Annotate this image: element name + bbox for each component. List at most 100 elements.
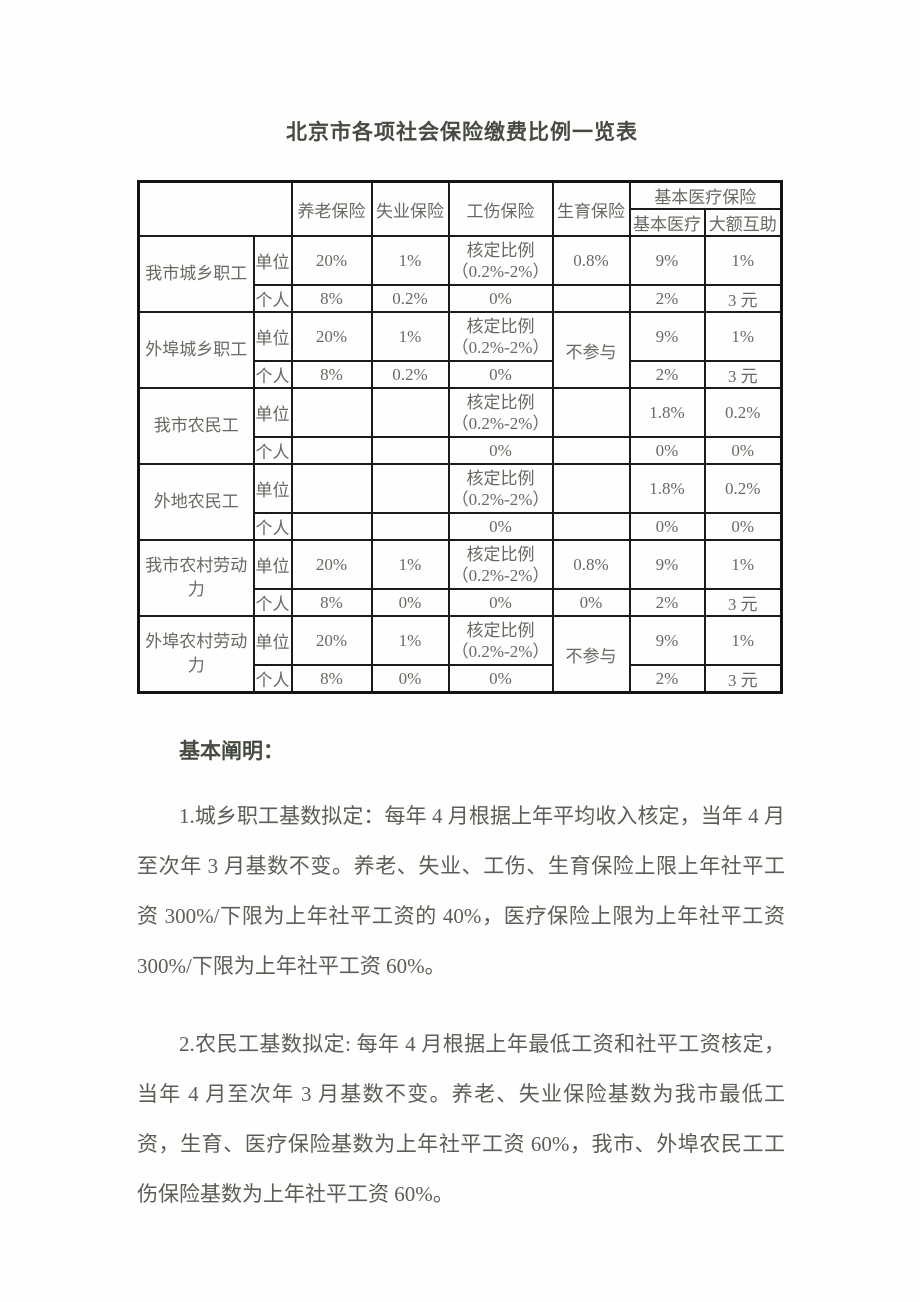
cell-g1-unit-medical: 9% xyxy=(628,235,706,286)
cell-g3-person-mutual: 0% xyxy=(703,436,783,465)
cell-g5-person-pension: 8% xyxy=(290,588,373,617)
cell-g6-maternity-span: 不参与 xyxy=(551,615,631,694)
cell-g2-unit-injury: 核定比例 （0.2%-2%） xyxy=(447,311,554,362)
note-paragraph-2: 2.农民工基数拟定: 每年 4 月根据上年最低工资和社平工资核定，当年 4 月至… xyxy=(137,1032,785,1206)
cell-g3-unit-maternity xyxy=(551,387,631,438)
cell-g4-person-unemployment xyxy=(370,512,450,541)
cell-g2-unit-mutual: 1% xyxy=(703,311,783,362)
table-row: 外地农民工 单位 核定比例 （0.2%-2%） 1.8% 0.2% xyxy=(137,463,783,541)
cell-g6-unit-mutual: 1% xyxy=(703,615,783,666)
injury-line1: 核定比例 xyxy=(466,316,535,336)
col-header-medical-basic: 基本医疗 xyxy=(628,208,706,237)
category-cell: 我市城乡职工 xyxy=(137,235,255,313)
cell-g1-person-injury: 0% xyxy=(447,284,554,313)
cell-g1-person-pension: 8% xyxy=(290,284,373,313)
cell-g6-unit-injury: 核定比例 （0.2%-2%） xyxy=(447,615,554,666)
cell-g3-unit-medical: 1.8% xyxy=(628,387,706,438)
table-row: 外埠农村劳动力 单位 20% 1% 核定比例 （0.2%-2%） 不参与 9% … xyxy=(137,615,783,694)
category-cell: 外地农民工 xyxy=(137,463,255,541)
injury-line2: （0.2%-2%） xyxy=(451,261,550,281)
injury-line1: 核定比例 xyxy=(466,240,535,260)
cell-g1-unit-injury: 核定比例 （0.2%-2%） xyxy=(447,235,554,286)
cell-g3-person-maternity xyxy=(551,436,631,465)
cell-g6-person-injury: 0% xyxy=(447,664,554,694)
table-header-row: 养老保险 失业保险 工伤保险 生育保险 基本医疗保险 xyxy=(137,180,783,237)
cell-g1-unit-unemployment: 1% xyxy=(370,235,450,286)
injury-line2: （0.2%-2%） xyxy=(451,413,550,433)
cell-g5-unit-pension: 20% xyxy=(290,539,373,590)
cell-g1-unit-maternity: 0.8% xyxy=(551,235,631,286)
cell-g6-unit-unemployment: 1% xyxy=(370,615,450,666)
cell-g1-unit-mutual: 1% xyxy=(703,235,783,286)
table-row: 个人 0% 0% 0% xyxy=(139,436,783,465)
row-label-person: 个人 xyxy=(252,436,293,465)
notes-heading: 基本阐明： xyxy=(179,739,284,763)
cell-g3-person-injury: 0% xyxy=(447,436,554,465)
cell-g6-person-pension: 8% xyxy=(290,664,373,694)
corner-cell xyxy=(137,180,293,237)
row-label-unit: 单位 xyxy=(252,539,293,590)
col-header-pension: 养老保险 xyxy=(290,180,373,237)
cell-g4-unit-unemployment xyxy=(370,463,450,514)
cell-g2-unit-medical: 9% xyxy=(628,311,706,362)
injury-line1: 核定比例 xyxy=(466,544,535,564)
table-row: 我市农民工 单位 核定比例 （0.2%-2%） 1.8% 0.2% xyxy=(137,387,783,465)
row-label-person: 个人 xyxy=(252,588,293,617)
category-cell: 外埠农村劳动力 xyxy=(137,615,255,694)
cell-g2-person-injury: 0% xyxy=(447,360,554,389)
table-header-subrow: 基本医疗 大额互助 xyxy=(139,208,783,237)
row-label-unit: 单位 xyxy=(252,387,293,438)
page-title: 北京市各项社会保险缴费比例一览表 xyxy=(286,120,638,144)
cell-g2-unit-unemployment: 1% xyxy=(370,311,450,362)
injury-line2: （0.2%-2%） xyxy=(451,489,550,509)
cell-g5-unit-unemployment: 1% xyxy=(370,539,450,590)
cell-g3-unit-injury: 核定比例 （0.2%-2%） xyxy=(447,387,554,438)
cell-g2-unit-pension: 20% xyxy=(290,311,373,362)
row-label-person: 个人 xyxy=(252,664,293,694)
row-label-person: 个人 xyxy=(252,284,293,313)
cell-g3-person-medical: 0% xyxy=(628,436,706,465)
insurance-rates-table: 养老保险 失业保险 工伤保险 生育保险 基本医疗保险 基本医疗 大额互助 我市城… xyxy=(137,180,783,694)
cell-g1-person-mutual: 3 元 xyxy=(703,284,783,313)
table-row: 个人 8% 0% 0% 0% 2% 3 元 xyxy=(139,588,783,617)
table-row: 我市城乡职工 单位 20% 1% 核定比例 （0.2%-2%） 0.8% 9% … xyxy=(137,235,783,313)
row-label-unit: 单位 xyxy=(252,463,293,514)
category-cell: 我市农民工 xyxy=(137,387,255,465)
table-row: 个人 8% 0% 0% 2% 3 元 xyxy=(139,664,783,694)
cell-g6-person-mutual: 3 元 xyxy=(703,664,783,694)
cell-g5-unit-maternity: 0.8% xyxy=(551,539,631,590)
row-label-person: 个人 xyxy=(252,360,293,389)
row-label-person: 个人 xyxy=(252,512,293,541)
cell-g3-unit-pension xyxy=(290,387,373,438)
cell-g2-person-pension: 8% xyxy=(290,360,373,389)
col-header-injury: 工伤保险 xyxy=(447,180,554,237)
cell-g5-person-medical: 2% xyxy=(628,588,706,617)
injury-line2: （0.2%-2%） xyxy=(451,565,550,585)
cell-g6-person-unemployment: 0% xyxy=(370,664,450,694)
cell-g2-person-medical: 2% xyxy=(628,360,706,389)
col-header-unemployment: 失业保险 xyxy=(370,180,450,237)
col-header-maternity: 生育保险 xyxy=(551,180,631,237)
injury-line2: （0.2%-2%） xyxy=(451,641,550,661)
col-header-medical-mutual: 大额互助 xyxy=(703,208,783,237)
cell-g2-person-unemployment: 0.2% xyxy=(370,360,450,389)
category-cell: 我市农村劳动力 xyxy=(137,539,255,617)
note-paragraph-1: 1.城乡职工基数拟定：每年 4 月根据上年平均收入核定，当年 4 月至次年 3 … xyxy=(137,804,785,978)
row-label-unit: 单位 xyxy=(252,311,293,362)
cell-g4-person-injury: 0% xyxy=(447,512,554,541)
cell-g4-unit-pension xyxy=(290,463,373,514)
table-row: 我市农村劳动力 单位 20% 1% 核定比例 （0.2%-2%） 0.8% 9%… xyxy=(137,539,783,617)
cell-g2-maternity-span: 不参与 xyxy=(551,311,631,389)
cell-g1-unit-pension: 20% xyxy=(290,235,373,286)
cell-g5-unit-injury: 核定比例 （0.2%-2%） xyxy=(447,539,554,590)
cell-g5-person-maternity: 0% xyxy=(551,588,631,617)
cell-g5-person-unemployment: 0% xyxy=(370,588,450,617)
document-content: 北京市各项社会保险缴费比例一览表 养老保险 失业保险 工伤保险 生育保险 基本医… xyxy=(137,116,787,1219)
cell-g1-person-medical: 2% xyxy=(628,284,706,313)
row-label-unit: 单位 xyxy=(252,615,293,666)
cell-g4-person-maternity xyxy=(551,512,631,541)
category-cell: 外埠城乡职工 xyxy=(137,311,255,389)
cell-g4-unit-mutual: 0.2% xyxy=(703,463,783,514)
injury-line1: 核定比例 xyxy=(466,392,535,412)
